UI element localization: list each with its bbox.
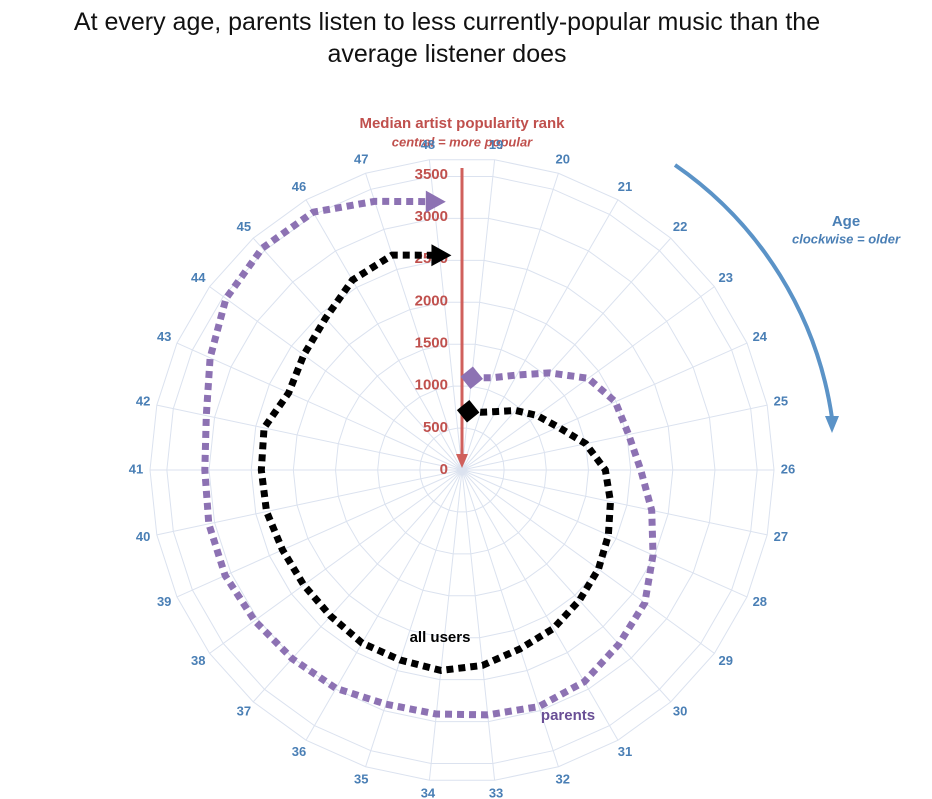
- age-label: 24: [753, 329, 768, 344]
- spoke: [252, 237, 463, 471]
- radial-tick-label: 3500: [415, 166, 448, 183]
- radial-arrowhead: [456, 454, 468, 468]
- radial-axis-note: central = more popular: [392, 134, 533, 149]
- age-label: 43: [157, 329, 171, 344]
- age-label: 32: [556, 771, 570, 786]
- age-label: 36: [292, 744, 306, 759]
- age-label: 30: [673, 704, 687, 719]
- age-label: 28: [753, 594, 767, 609]
- spoke: [461, 469, 619, 741]
- radial-tick-label: 0: [440, 461, 448, 478]
- age-label: 39: [157, 594, 171, 609]
- age-label: 40: [136, 529, 150, 544]
- age-label: 35: [354, 771, 368, 786]
- chart-title: At every age, parents listen to less cur…: [73, 8, 821, 68]
- series-line: [201, 197, 657, 719]
- spoke: [461, 469, 715, 654]
- radial-tick-label: 3000: [415, 208, 448, 225]
- spoke: [156, 404, 463, 471]
- age-arrowhead: [825, 416, 839, 433]
- age-label: 48: [421, 137, 435, 152]
- spoke: [461, 469, 768, 536]
- age-label: 21: [618, 179, 632, 194]
- age-label: 31: [618, 744, 632, 759]
- spoke: [461, 469, 559, 767]
- spoke: [176, 469, 463, 598]
- age-label: 19: [489, 137, 503, 152]
- age-label: 33: [489, 786, 503, 799]
- end-arrow: [431, 244, 452, 267]
- spoke: [305, 199, 463, 471]
- spoke: [428, 159, 463, 471]
- age-label: 47: [354, 151, 368, 166]
- spoke: [461, 469, 748, 598]
- spoke: [209, 469, 463, 654]
- radial-tick-label: 2000: [415, 292, 448, 309]
- end-arrow: [425, 190, 446, 213]
- age-label: 45: [237, 219, 251, 234]
- age-label: 22: [673, 219, 687, 234]
- radial-tick-label: 1500: [415, 334, 448, 351]
- spoke: [461, 469, 672, 703]
- series-line: [257, 251, 614, 674]
- age-label: 41: [129, 461, 143, 476]
- age-label: 34: [421, 786, 436, 799]
- age-label: 26: [781, 461, 795, 476]
- radial-tick-label: 1000: [415, 377, 448, 394]
- spoke: [461, 173, 559, 471]
- spoke: [461, 469, 496, 781]
- age-label: 44: [191, 270, 206, 285]
- radial-tick-label: 500: [423, 419, 448, 436]
- spoke: [461, 404, 768, 471]
- spoke: [176, 342, 463, 471]
- spoke: [365, 173, 463, 471]
- age-label: 42: [136, 394, 150, 409]
- spoke: [209, 286, 463, 471]
- series-label: parents: [541, 707, 595, 724]
- start-marker: [460, 366, 483, 390]
- angular-axis-note: clockwise = older: [792, 231, 901, 246]
- spoke: [461, 286, 715, 471]
- age-label: 27: [774, 529, 788, 544]
- age-label: 29: [719, 653, 733, 668]
- radial-axis-label: Median artist popularity rank: [359, 115, 565, 132]
- spoke: [428, 469, 463, 781]
- age-label: 20: [556, 151, 570, 166]
- spoke: [305, 469, 463, 741]
- spoke: [461, 199, 619, 471]
- series-label: all users: [410, 629, 471, 646]
- age-arrow: [673, 163, 834, 419]
- age-label: 25: [774, 394, 788, 409]
- start-marker: [456, 400, 480, 423]
- spoke: [252, 469, 463, 703]
- age-label: 46: [292, 179, 306, 194]
- age-label: 23: [719, 270, 733, 285]
- spoke: [461, 237, 672, 471]
- spoke: [156, 469, 463, 536]
- spoke: [365, 469, 463, 767]
- spoke: [461, 342, 748, 471]
- age-label: 37: [237, 704, 251, 719]
- spoke: [461, 159, 496, 471]
- age-label: 38: [191, 653, 205, 668]
- angular-axis-label: Age: [832, 213, 860, 230]
